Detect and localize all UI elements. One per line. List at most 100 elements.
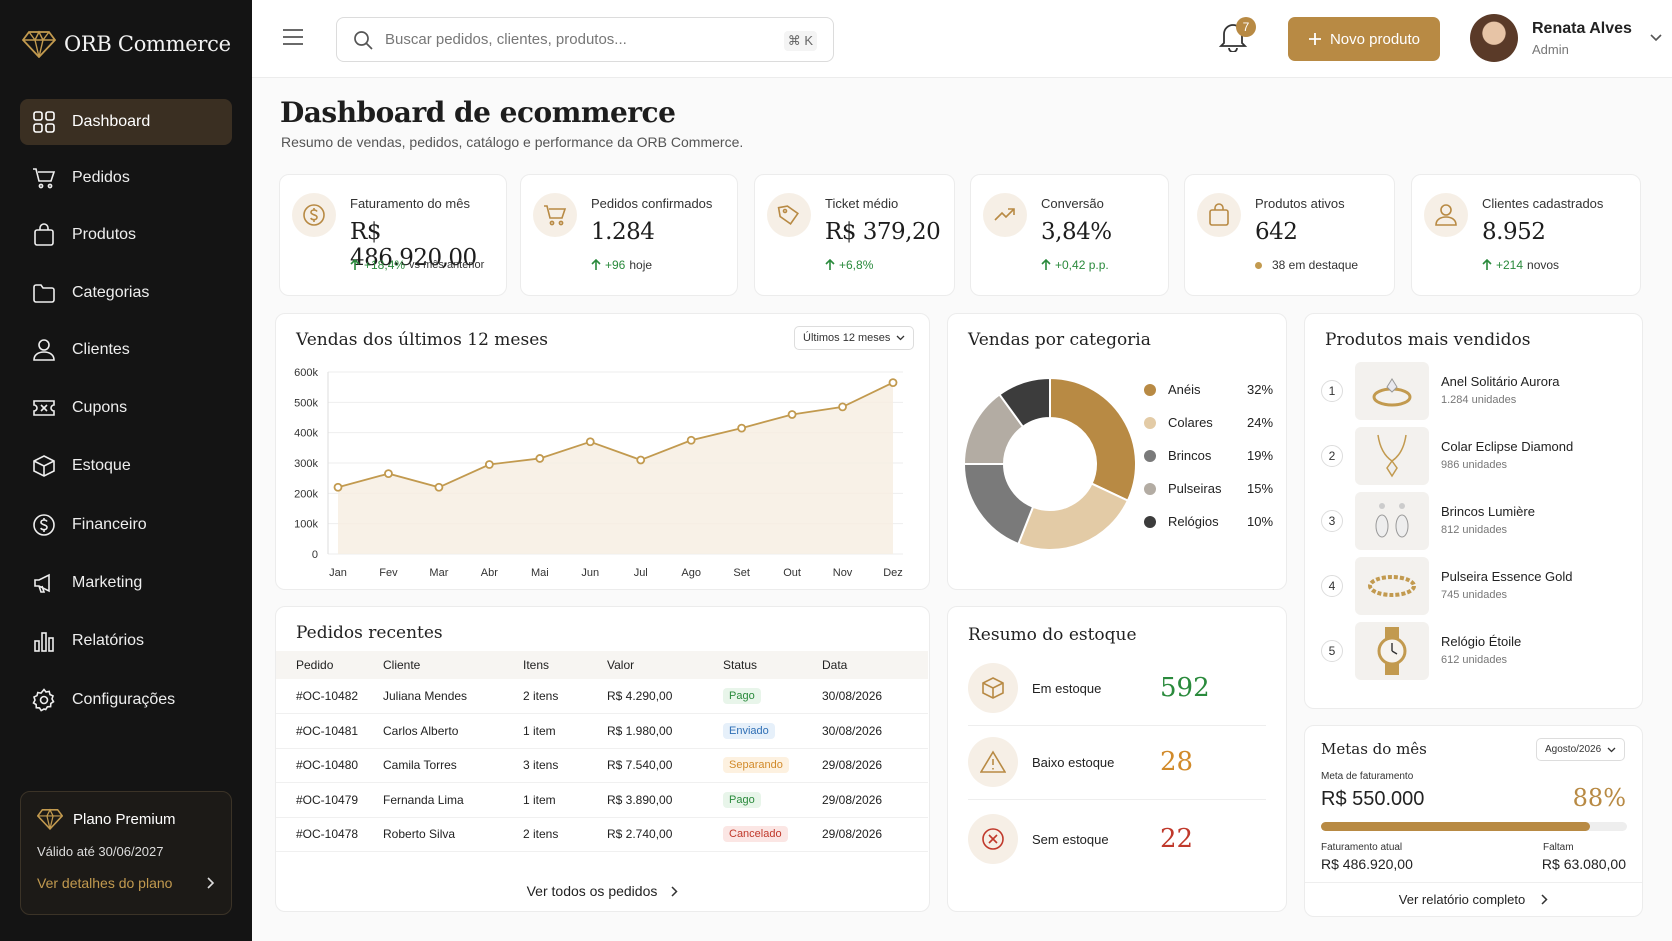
notifications-button[interactable]: 7 <box>1218 17 1256 57</box>
product-item[interactable]: 1 Anel Solitário Aurora 1.284 unidades <box>1321 362 1611 420</box>
user-menu[interactable]: Renata Alves Admin <box>1470 14 1662 62</box>
legend-item: Colares 24% <box>1144 415 1274 430</box>
sidebar: ORB Commerce Dashboard Pedidos Produtos … <box>0 0 252 941</box>
sidebar-item-label: Estoque <box>72 457 131 474</box>
product-item[interactable]: 4 Pulseira Essence Gold 745 unidades <box>1321 557 1611 615</box>
legend-percent: 19% <box>1247 448 1274 463</box>
col-itens: Itens <box>523 651 607 679</box>
stock-icon-wrap <box>968 663 1018 713</box>
cell-client: Carlos Alberto <box>383 713 523 749</box>
sales-point[interactable] <box>434 482 444 492</box>
status-badge: Cancelado <box>723 826 788 843</box>
donut-slice[interactable] <box>962 463 1035 546</box>
x-tick-label: Mai <box>531 567 549 579</box>
y-tick-label: 300k <box>294 458 318 470</box>
stock-icon-wrap <box>968 814 1018 864</box>
user-role: Admin <box>1532 41 1569 57</box>
sidebar-item-produtos[interactable]: Produtos <box>20 212 232 258</box>
current-label: Faturamento atual <box>1321 842 1403 853</box>
user-icon <box>33 339 55 361</box>
sales-line <box>337 381 894 489</box>
status-badge: Pago <box>723 688 761 704</box>
kpi-delta-wrap: +0,42 p.p. <box>1041 258 1109 272</box>
status-cell: Separando <box>723 748 822 783</box>
cell-value: R$ 1.980,00 <box>607 713 723 749</box>
product-item[interactable]: 2 Colar Eclipse Diamond 986 unidades <box>1321 427 1611 485</box>
sidebar-item-categorias[interactable]: Categorias <box>20 270 232 316</box>
legend-item: Pulseiras 15% <box>1144 481 1274 496</box>
table-row[interactable]: #OC-10478 Roberto Silva 2 itens R$ 2.740,00… <box>276 817 928 852</box>
sidebar-item-estoque[interactable]: Estoque <box>20 443 232 489</box>
full-report-link[interactable]: Ver relatório completo <box>1305 892 1642 907</box>
x-tick-label: Ago <box>681 567 701 579</box>
search-input[interactable]: Buscar pedidos, clientes, produtos... <box>385 31 627 48</box>
sidebar-item-label: Clientes <box>72 341 130 358</box>
kpi-label: Ticket médio <box>825 196 899 211</box>
sidebar-item-configuracoes[interactable]: Configurações <box>20 677 232 723</box>
arrow-up-icon <box>825 259 835 270</box>
product-rank: 2 <box>1321 445 1343 467</box>
donut-slice[interactable] <box>1017 482 1130 551</box>
ticket-icon <box>33 400 55 416</box>
sidebar-item-label: Produtos <box>72 226 137 243</box>
sales-point[interactable] <box>686 435 696 445</box>
sidebar-item-clientes[interactable]: Clientes <box>20 327 232 373</box>
period-select[interactable]: Últimos 12 meses <box>794 326 915 350</box>
donut-slice[interactable] <box>1049 376 1137 502</box>
plan-details-link[interactable]: Ver detalhes do plano <box>37 875 215 891</box>
product-item[interactable]: 5 Relógio Étoile 612 unidades <box>1321 622 1611 680</box>
sidebar-item-cupons[interactable]: Cupons <box>20 385 232 431</box>
chevron-right-icon <box>207 877 215 889</box>
cell-date: 30/08/2026 <box>822 713 928 749</box>
sidebar-item-pedidos[interactable]: Pedidos <box>20 155 232 201</box>
sales-point[interactable] <box>787 410 797 419</box>
donut-slice[interactable] <box>998 376 1051 429</box>
view-all-orders-link[interactable]: Ver todos os pedidos <box>276 883 929 899</box>
arrow-up-icon <box>1041 259 1051 270</box>
new-product-button[interactable]: Novo produto <box>1288 17 1440 61</box>
table-row[interactable]: #OC-10481 Carlos Alberto 1 item R$ 1.980,00… <box>276 713 928 749</box>
cell-items: 3 itens <box>523 748 607 783</box>
sales-point[interactable] <box>384 469 393 479</box>
dot-icon <box>1255 261 1262 269</box>
goals-card: Metas do mês Agosto/2026 Meta de faturam… <box>1304 725 1643 917</box>
chevron-down-icon <box>1650 34 1662 42</box>
sidebar-item-relatorios[interactable]: Relatórios <box>20 618 232 664</box>
tag-icon <box>777 205 799 225</box>
plan-validity: Válido até 30/06/2027 <box>37 844 164 859</box>
col-cliente: Cliente <box>383 651 523 679</box>
logo[interactable]: ORB Commerce <box>22 30 231 58</box>
stock-row-in: Em estoque 592 <box>968 653 1266 723</box>
goals-period-select[interactable]: Agosto/2026 <box>1536 738 1626 761</box>
menu-icon[interactable] <box>282 28 304 46</box>
sales-point[interactable] <box>333 482 343 492</box>
sidebar-item-dashboard[interactable]: Dashboard <box>20 99 232 145</box>
stock-row-out: Sem estoque 22 <box>968 804 1266 874</box>
table-row[interactable]: #OC-10480 Camila Torres 3 itens R$ 7.540,00… <box>276 748 928 783</box>
sales-point[interactable] <box>737 423 747 433</box>
sales-point[interactable] <box>484 460 494 469</box>
search-bar[interactable]: Buscar pedidos, clientes, produtos... ⌘ … <box>336 17 834 62</box>
cell-value: R$ 3.890,00 <box>607 782 723 818</box>
user-icon <box>1435 204 1457 226</box>
legend-item: Brincos 19% <box>1144 448 1274 463</box>
product-name: Colar Eclipse Diamond <box>1441 439 1574 454</box>
table-row[interactable]: #OC-10479 Fernanda Lima 1 item R$ 3.890,00 P… <box>276 782 928 818</box>
y-tick-label: 500k <box>294 397 318 409</box>
table-row[interactable]: #OC-10482 Juliana Mendes 2 itens R$ 4.290,0… <box>276 679 928 714</box>
kpi-delta-wrap: +6,8% <box>825 258 873 272</box>
grid-icon <box>33 111 55 133</box>
kpi-card-revenue: Faturamento do mês R$ 486.920,00 +18,4% v… <box>279 174 507 296</box>
bracelet-icon <box>1355 557 1429 615</box>
product-item[interactable]: 3 Brincos Lumière 812 unidades <box>1321 492 1611 550</box>
sales-point[interactable] <box>636 455 646 465</box>
sales-point[interactable] <box>585 437 595 447</box>
sidebar-item-label: Cupons <box>72 399 128 416</box>
kpi-delta: +6,8% <box>839 258 874 272</box>
sidebar-item-marketing[interactable]: Marketing <box>20 560 232 606</box>
sales-point[interactable] <box>838 402 847 412</box>
sidebar-item-financeiro[interactable]: Financeiro <box>20 502 232 548</box>
sales-point[interactable] <box>535 454 545 463</box>
sales-point[interactable] <box>888 378 898 388</box>
x-tick-label: Set <box>733 567 750 579</box>
